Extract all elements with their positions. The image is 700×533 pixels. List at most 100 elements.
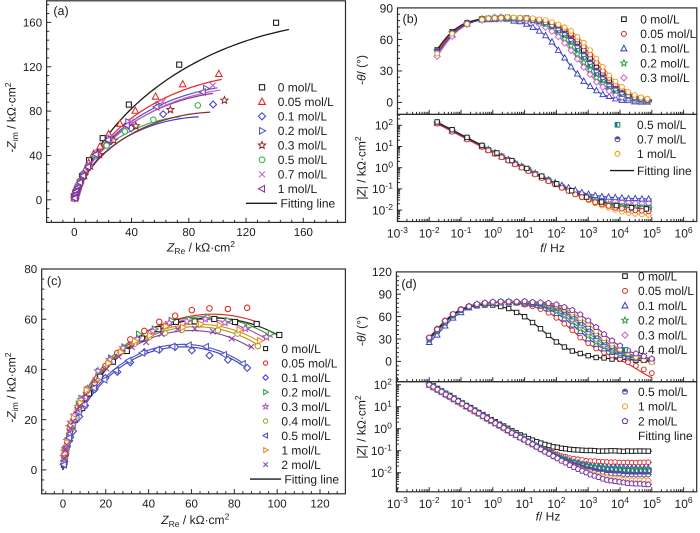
svg-text:(b): (b) — [403, 12, 418, 26]
svg-text:0: 0 — [386, 96, 393, 110]
svg-text:60: 60 — [24, 314, 37, 326]
svg-text:-θ/ (°): -θ/ (°) — [355, 55, 369, 85]
svg-text:0.4 mol/L: 0.4 mol/L — [638, 343, 688, 357]
svg-text:80: 80 — [228, 498, 241, 510]
svg-text:160: 160 — [294, 227, 313, 239]
svg-text:ZRe​ / kΩ·cm2​: ZRe​ / kΩ·cm2​ — [160, 512, 229, 529]
svg-text:120: 120 — [310, 498, 329, 510]
svg-text:90: 90 — [380, 1, 394, 15]
svg-text:100​: 100​ — [484, 225, 502, 241]
svg-text:Fitting line: Fitting line — [637, 164, 692, 178]
svg-text:ZRe​ / kΩ·cm2​: ZRe​ / kΩ·cm2​ — [166, 239, 235, 256]
svg-text:103​: 103​ — [579, 495, 597, 511]
svg-text:10-3​: 10-3​ — [387, 225, 408, 241]
svg-text:90: 90 — [379, 288, 393, 302]
svg-text:0.3 mol/L: 0.3 mol/L — [278, 139, 328, 153]
svg-text:2 mol/L: 2 mol/L — [281, 458, 321, 472]
svg-text:0: 0 — [60, 498, 66, 510]
svg-text:100​: 100​ — [375, 159, 393, 175]
svg-text:102​: 102​ — [375, 117, 393, 133]
svg-text:0.5 mol/L: 0.5 mol/L — [638, 385, 688, 399]
svg-text:(c): (c) — [47, 274, 62, 288]
svg-text:102​: 102​ — [547, 495, 565, 511]
svg-text:60: 60 — [185, 498, 198, 510]
svg-text:106​: 106​ — [675, 225, 693, 241]
svg-text:102​: 102​ — [374, 376, 392, 392]
svg-text:0.3 mol/L: 0.3 mol/L — [638, 328, 688, 342]
svg-text:Fitting line: Fitting line — [638, 429, 693, 443]
svg-text:0.1 mol/L: 0.1 mol/L — [638, 299, 688, 313]
svg-text:10-1​: 10-1​ — [371, 442, 392, 458]
svg-text:120: 120 — [23, 62, 42, 74]
svg-text:-Zim​ / kΩ·cm2​: -Zim​ / kΩ·cm2​ — [3, 352, 20, 422]
svg-text:100: 100 — [268, 498, 287, 510]
svg-text:0.05 mol/L: 0.05 mol/L — [638, 284, 694, 298]
svg-text:101​: 101​ — [516, 495, 534, 511]
svg-text:0: 0 — [71, 227, 77, 239]
svg-text:10-1​: 10-1​ — [450, 495, 471, 511]
svg-text:30: 30 — [379, 332, 393, 346]
svg-text:40: 40 — [142, 498, 155, 510]
svg-text:2 mol/L: 2 mol/L — [638, 414, 678, 428]
svg-text:0 mol/L: 0 mol/L — [281, 342, 321, 356]
svg-text:10-1​: 10-1​ — [450, 225, 471, 241]
svg-text:30: 30 — [380, 64, 394, 78]
svg-text:0.1 mol/L: 0.1 mol/L — [278, 110, 328, 124]
svg-text:0.7 mol/L: 0.7 mol/L — [637, 133, 687, 147]
svg-text:f/ Hz: f/ Hz — [536, 510, 561, 524]
svg-text:Fitting line: Fitting line — [284, 472, 339, 486]
svg-text:0.7 mol/L: 0.7 mol/L — [278, 168, 328, 182]
svg-text:(a): (a) — [53, 4, 68, 18]
svg-text:80: 80 — [182, 227, 195, 239]
svg-text:0.3 mol/L: 0.3 mol/L — [281, 400, 331, 414]
svg-text:1 mol/L: 1 mol/L — [637, 147, 677, 161]
svg-text:0 mol/L: 0 mol/L — [640, 12, 680, 26]
svg-text:80: 80 — [24, 264, 37, 276]
svg-text:f/ Hz: f/ Hz — [540, 241, 565, 255]
svg-text:10-3​: 10-3​ — [387, 495, 408, 511]
svg-text:80: 80 — [29, 106, 42, 118]
svg-text:60: 60 — [380, 33, 394, 47]
svg-text:0.05 mol/L: 0.05 mol/L — [278, 95, 334, 109]
svg-text:0: 0 — [31, 465, 37, 477]
svg-text:100​: 100​ — [374, 420, 392, 436]
svg-text:105​: 105​ — [643, 225, 661, 241]
svg-text:106​: 106​ — [675, 495, 693, 511]
svg-text:20: 20 — [99, 498, 112, 510]
svg-text:101​: 101​ — [516, 225, 534, 241]
svg-text:0.2 mol/L: 0.2 mol/L — [281, 385, 331, 399]
svg-text:60: 60 — [379, 310, 393, 324]
svg-text:10-2​: 10-2​ — [372, 202, 393, 218]
svg-text:0.2 mol/L: 0.2 mol/L — [638, 314, 688, 328]
svg-text:10-1​: 10-1​ — [372, 181, 393, 197]
svg-text:105​: 105​ — [643, 495, 661, 511]
svg-text:1 mol/L: 1 mol/L — [278, 182, 318, 196]
svg-text:0.1 mol/L: 0.1 mol/L — [640, 42, 690, 56]
svg-text:100​: 100​ — [484, 495, 502, 511]
svg-text:103​: 103​ — [579, 225, 597, 241]
svg-text:10-2​: 10-2​ — [419, 225, 440, 241]
svg-text:120: 120 — [372, 265, 392, 279]
svg-text:10-2​: 10-2​ — [419, 495, 440, 511]
svg-text:|Z| / kΩ·cm2​: |Z| / kΩ·cm2​ — [353, 136, 369, 200]
svg-text:0 mol/L: 0 mol/L — [638, 269, 678, 283]
svg-text:-θ/ (°): -θ/ (°) — [355, 316, 369, 346]
svg-text:101​: 101​ — [374, 398, 392, 414]
svg-text:104​: 104​ — [611, 225, 629, 241]
svg-text:0.1 mol/L: 0.1 mol/L — [281, 371, 331, 385]
svg-text:0.2 mol/L: 0.2 mol/L — [640, 56, 690, 70]
svg-text:|Z| / kΩ·cm2​: |Z| / kΩ·cm2​ — [353, 395, 369, 459]
svg-text:40: 40 — [125, 227, 138, 239]
svg-text:0 mol/L: 0 mol/L — [278, 81, 318, 95]
svg-text:101​: 101​ — [375, 138, 393, 154]
svg-text:40: 40 — [29, 151, 42, 163]
svg-text:1 mol/L: 1 mol/L — [638, 400, 678, 414]
svg-text:104​: 104​ — [611, 495, 629, 511]
svg-text:0.5 mol/L: 0.5 mol/L — [278, 153, 328, 167]
svg-text:0.5 mol/L: 0.5 mol/L — [637, 118, 687, 132]
svg-text:0: 0 — [36, 195, 42, 207]
svg-text:(d): (d) — [401, 277, 416, 291]
svg-text:20: 20 — [24, 415, 37, 427]
svg-text:10-2​: 10-2​ — [371, 464, 392, 480]
svg-text:0.2 mol/L: 0.2 mol/L — [278, 124, 328, 138]
